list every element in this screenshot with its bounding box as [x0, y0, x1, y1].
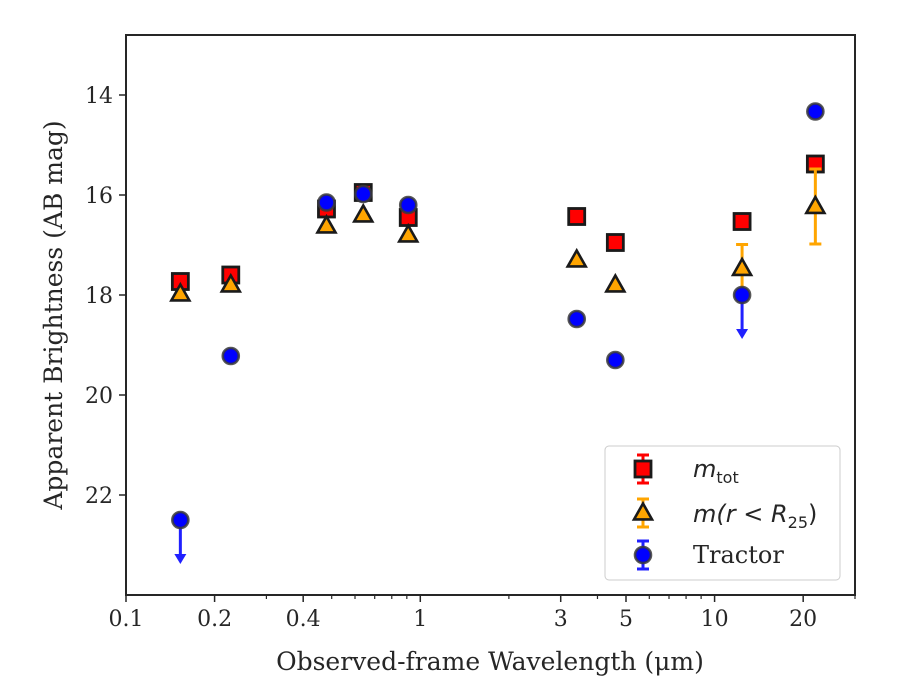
- y-tick-label-0: 14: [85, 84, 113, 109]
- legend-label-m-r25-tail: ): [808, 500, 817, 528]
- x-tick-label-7: 20: [789, 607, 817, 632]
- x-tick-label-3: 1: [413, 607, 427, 632]
- square-point-7: [732, 212, 752, 231]
- legend-box: [604, 445, 841, 581]
- plot-frame: [125, 34, 856, 596]
- series-circle: [171, 102, 825, 564]
- circle-point-7: [732, 285, 752, 305]
- triangle-point-1: [219, 272, 243, 293]
- legend-marker-circle: [633, 545, 653, 565]
- legend-label-m-tot-sub: tot: [716, 468, 738, 487]
- circle-point-1: [221, 346, 241, 366]
- circle-point-4: [398, 195, 418, 215]
- legend-markers: [631, 453, 655, 571]
- circle-point-0: [171, 510, 190, 530]
- legend-marker-square: [633, 459, 653, 479]
- triangle-point-2: [315, 213, 338, 234]
- legend-marker-triangle: [631, 500, 655, 521]
- triangle-point-4: [396, 222, 420, 243]
- triangle-point-5: [565, 247, 588, 268]
- y-tick-label-4: 22: [85, 484, 113, 509]
- circle-point-8: [806, 102, 825, 121]
- triangle-point-3: [351, 202, 375, 223]
- series-triangle: [169, 167, 827, 302]
- data-marks: [169, 102, 827, 564]
- legend-label-tractor: Tractor: [693, 541, 784, 569]
- triangle-point-6: [604, 272, 627, 293]
- square-point-6: [605, 233, 625, 252]
- circle-point-2: [317, 193, 336, 212]
- y-axis-label: Apparent Brightness (AB mag): [39, 120, 68, 510]
- x-axis-label: Observed-frame Wavelength (μm): [276, 647, 704, 676]
- legend-label-m-r25-main: m(r < R: [693, 500, 788, 528]
- y-tick-label-2: 18: [85, 284, 113, 309]
- legend-label-m-tot: mtot: [693, 455, 739, 487]
- x-tick-label-5: 5: [619, 607, 633, 632]
- x-tick-label-6: 10: [701, 607, 729, 632]
- legend: mtot m(r < R25) Tractor: [604, 445, 841, 581]
- x-tick-label-2: 0.4: [286, 607, 321, 632]
- circle-point-6: [606, 350, 625, 370]
- triangle-point-8: [804, 194, 827, 215]
- circle-point-5: [567, 309, 587, 329]
- legend-label-m-r25: m(r < R25): [693, 500, 817, 532]
- x-tick-label-4: 3: [554, 607, 568, 632]
- y-tick-label-3: 20: [85, 384, 113, 409]
- square-point-5: [567, 207, 587, 226]
- legend-label-m-r25-sub: 25: [788, 513, 808, 532]
- axis-ticks: 0.1 0.2 0.4 1 3 5 10 20 14 16 18 20 22: [85, 84, 856, 632]
- x-tick-label-0: 0.1: [109, 607, 144, 632]
- x-tick-label-1: 0.2: [197, 607, 232, 632]
- legend-label-m-tot-main: m: [693, 455, 716, 483]
- triangle-point-0: [169, 281, 192, 302]
- y-tick-label-1: 16: [85, 184, 113, 209]
- triangle-point-7: [730, 256, 754, 277]
- circle-point-3: [353, 184, 373, 204]
